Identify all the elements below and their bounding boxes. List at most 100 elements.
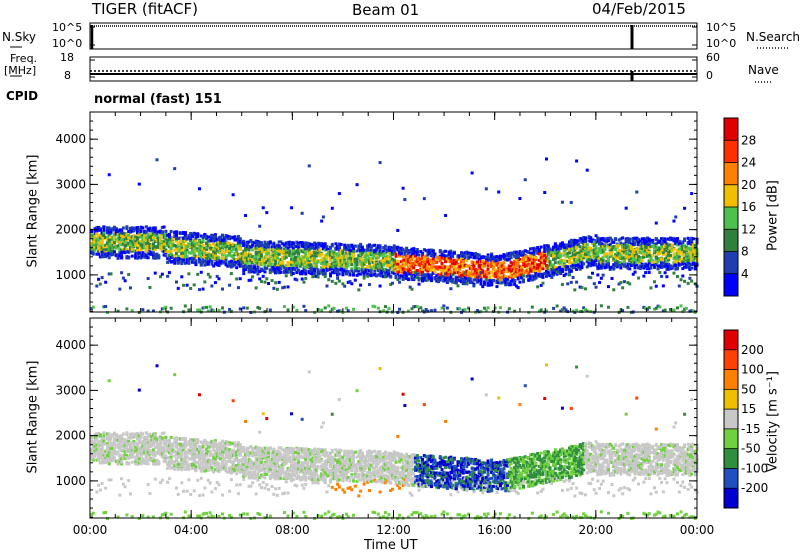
power-cell [330, 267, 334, 271]
power-cell [403, 198, 407, 202]
power-cell [621, 243, 625, 247]
power-cell [642, 255, 646, 259]
power-cell [614, 259, 618, 263]
power-cell [201, 239, 205, 243]
power-cell [467, 306, 471, 310]
power-cell [637, 258, 641, 262]
power-cell [116, 309, 120, 313]
power-cell [578, 259, 582, 263]
power-cell [151, 251, 155, 255]
power-cell [318, 270, 322, 274]
power-cell [559, 261, 563, 265]
power-cell [325, 253, 329, 257]
power-cell [282, 247, 286, 251]
power-cell [592, 254, 596, 258]
power-cell [203, 280, 207, 284]
power-cell [599, 263, 603, 267]
power-cell [169, 255, 173, 259]
power-cell [412, 261, 416, 265]
power-cell [495, 263, 499, 267]
power-cell [394, 261, 398, 265]
power-cell [514, 251, 518, 255]
power-cell [236, 235, 240, 239]
power-cell [360, 270, 364, 274]
power-cell [107, 252, 111, 256]
power-cell [114, 254, 118, 258]
power-cell [134, 239, 138, 243]
power-cell [171, 244, 175, 248]
power-cell [286, 268, 290, 272]
power-cell [447, 257, 451, 261]
power-cell [498, 265, 502, 269]
power-cell [311, 256, 315, 260]
power-cell [369, 253, 373, 257]
power-cell [521, 256, 525, 260]
power-cell [183, 231, 187, 235]
power-cell [491, 260, 495, 264]
power-cell [127, 241, 131, 245]
power-cell [107, 256, 111, 260]
power-cell [164, 229, 168, 233]
power-cell [254, 253, 258, 257]
power-cell [224, 261, 228, 265]
power-cell [166, 274, 170, 278]
power-cell [534, 257, 538, 261]
power-cell [309, 242, 313, 246]
power-cell [182, 251, 186, 255]
power-cell [452, 265, 456, 269]
power-cell [128, 238, 132, 242]
power-cell [606, 245, 610, 249]
power-cell [596, 255, 600, 259]
power-cell [661, 248, 665, 252]
power-cell [676, 257, 680, 261]
power-cell [305, 241, 309, 245]
power-cell [139, 241, 143, 245]
power-cell [668, 249, 672, 253]
power-cell [291, 241, 295, 245]
power-cell [190, 256, 194, 260]
power-cell [513, 269, 517, 273]
power-cell [614, 261, 618, 265]
power-cell [403, 252, 407, 256]
power-cell [645, 307, 649, 311]
power-cell [274, 253, 278, 257]
power-cell [302, 245, 306, 249]
power-cell [495, 272, 499, 276]
power-cell [506, 269, 510, 273]
power-cell [592, 251, 596, 255]
power-cell [389, 266, 393, 270]
power-cell [252, 247, 256, 251]
power-cell [403, 258, 407, 262]
power-cell [599, 257, 603, 261]
power-cell [559, 247, 563, 251]
power-cell [300, 249, 304, 253]
power-cell [585, 246, 589, 250]
power-cell [460, 255, 464, 259]
power-cell [244, 254, 248, 258]
power-cell [387, 251, 391, 255]
power-cell [242, 272, 246, 276]
power-cell [568, 273, 572, 277]
power-cell [180, 254, 184, 258]
power-cell [621, 309, 625, 313]
power-cell [426, 253, 430, 257]
power-cell [617, 251, 621, 255]
power-cell [348, 252, 352, 256]
power-cell [610, 255, 614, 259]
power-cell [405, 273, 409, 277]
power-cell [541, 275, 545, 279]
power-cell [428, 276, 432, 280]
power-cell [130, 309, 134, 313]
power-cell [164, 305, 168, 309]
power-cell [376, 246, 380, 250]
power-cell [424, 261, 428, 265]
power-cell [403, 260, 407, 264]
power-cell [527, 274, 531, 278]
power-cell [467, 277, 471, 281]
power-cell [447, 276, 451, 280]
power-cell [573, 266, 577, 270]
power-cell [300, 269, 304, 273]
power-cell [504, 254, 508, 258]
power-cell [447, 268, 451, 272]
power-cell [339, 267, 343, 271]
